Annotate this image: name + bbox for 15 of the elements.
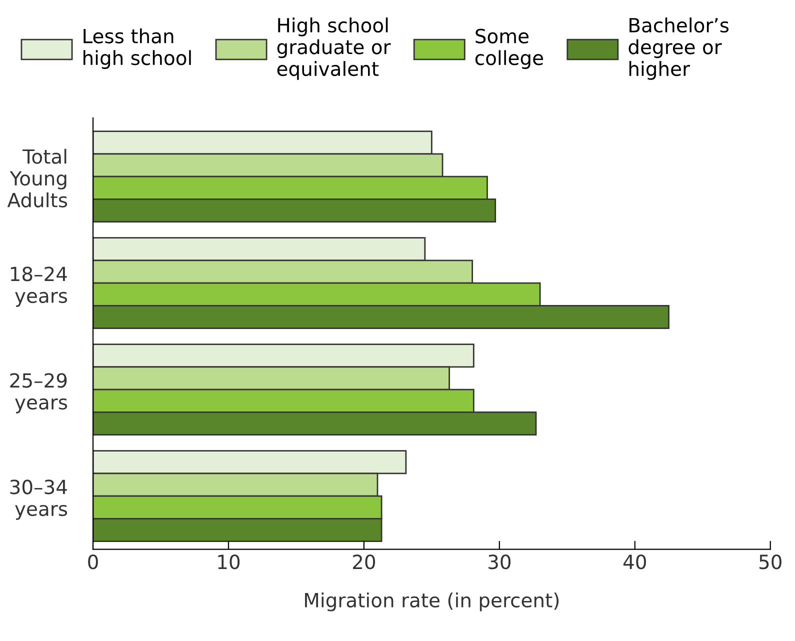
x-tick-label: 20 [353,554,376,570]
y-tick-label: 25–29 years [10,373,68,414]
x-tick-label: 10 [218,554,240,570]
x-tick-label: 40 [623,554,646,570]
legend-label: Bachelor’s degree or higher [628,18,729,80]
legend-label: High school graduate or equivalent [277,18,391,80]
y-tick-label: 18–24 years [10,266,68,307]
x-axis-title: Migration rate (in percent) [305,592,559,612]
x-tick-label: 50 [759,554,782,570]
legend-label: Some college [475,28,544,69]
legend-label: Less than high school [84,28,191,69]
x-tick-label: 30 [488,554,510,570]
x-tick-label: 0 [88,554,98,570]
y-tick-label: 30–34 years [10,480,68,520]
y-tick-label: Total Young Adults [7,148,68,208]
